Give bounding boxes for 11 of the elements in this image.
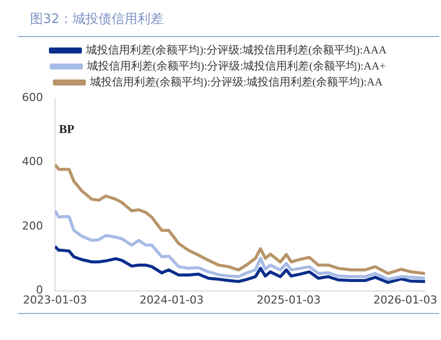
x-tick-label: 2026-01-03 <box>373 293 438 306</box>
x-tick-label: 2024-01-03 <box>140 293 204 306</box>
y-tick-label: 400 <box>22 155 43 168</box>
y-tick-label: 600 <box>22 90 43 104</box>
y-tick-label: 200 <box>22 219 43 232</box>
chart-title: 图32：城投债信用利差 <box>30 11 164 28</box>
legend-label: 城投信用利差(余额平均):分评级:城投信用利差(余额平均):AA+ <box>86 59 386 72</box>
x-tick-label: 2025-01-03 <box>256 293 321 306</box>
legend-label: 城投信用利差(余额平均):分评级:城投信用利差(余额平均):AA <box>88 75 383 88</box>
y-axis-title: BP <box>58 122 74 136</box>
legend-label: 城投信用利差(余额平均):分评级:城投信用利差(余额平均):AAA <box>84 43 387 56</box>
